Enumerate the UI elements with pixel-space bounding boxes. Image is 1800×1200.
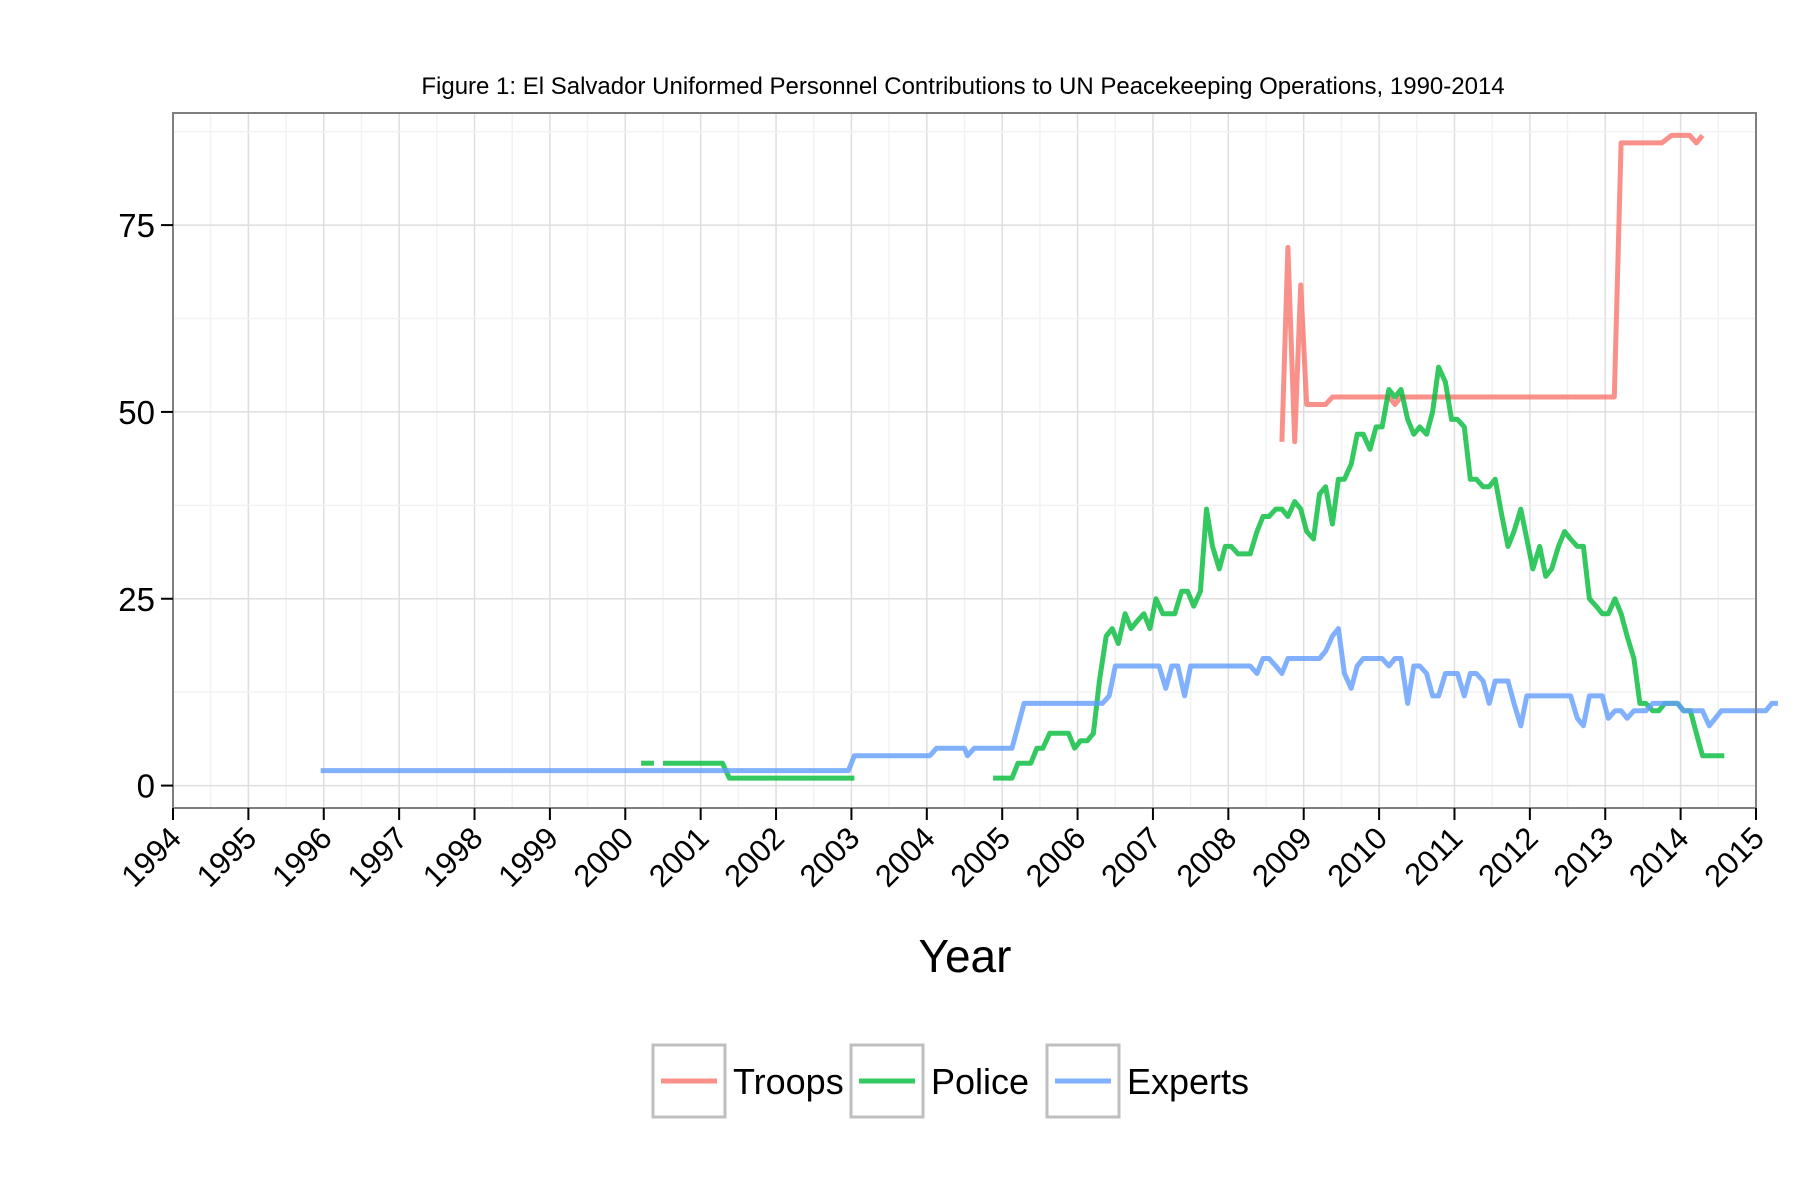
legend-item-police: Police	[849, 1043, 1029, 1119]
x-tick-label: 1996	[265, 820, 339, 894]
x-tick-label: 2007	[1094, 820, 1168, 894]
x-tick-label: 2003	[793, 820, 867, 894]
x-tick-label: 1999	[491, 820, 565, 894]
x-tick-label: 1995	[190, 820, 264, 894]
x-tick-label: 2006	[1019, 820, 1093, 894]
series-troops	[1279, 132, 1705, 445]
legend: Troops Police Experts	[651, 1043, 1249, 1119]
x-tick-label: 1997	[341, 820, 415, 894]
x-tick-label: 2013	[1547, 820, 1621, 894]
series-experts	[320, 626, 1778, 774]
series-line-experts	[320, 626, 1778, 774]
x-tick-label: 2011	[1398, 820, 1470, 892]
x-tick-label: 2014	[1622, 820, 1696, 894]
x-tick-label: 2008	[1170, 820, 1244, 894]
y-tick-label: 25	[118, 581, 155, 618]
legend-label: Experts	[1127, 1061, 1249, 1102]
plot-border	[172, 112, 1757, 809]
legend-item-troops: Troops	[651, 1043, 844, 1119]
legend-item-experts: Experts	[1045, 1043, 1249, 1119]
y-tick-label: 50	[118, 394, 155, 431]
x-tick-label: 2001	[642, 820, 716, 894]
y-tick-label: 75	[118, 207, 155, 244]
x-tick-label: 2012	[1471, 820, 1545, 894]
series-layer	[320, 132, 1778, 781]
x-tick-label: 2002	[717, 820, 791, 894]
x-tick-label: 2015	[1697, 820, 1771, 894]
x-tick-label: 2010	[1321, 820, 1395, 894]
x-axis: 1994 1995 1996 1997 1998 1999 2000 2001 2002 2003…	[114, 808, 1771, 894]
x-tick-label: 1998	[416, 820, 490, 894]
x-tick-label: 2000	[567, 820, 641, 894]
x-axis-title: Year	[919, 930, 1012, 982]
series-line-police	[993, 364, 1725, 781]
series-line-troops	[1279, 132, 1705, 445]
y-tick-label: 0	[137, 768, 155, 805]
plot-panel	[172, 112, 1778, 809]
y-axis: 0 25 50 75	[118, 207, 173, 805]
legend-label: Troops	[733, 1061, 844, 1102]
chart-title: Figure 1: El Salvador Uniformed Personne…	[421, 73, 1504, 100]
x-tick-label: 1994	[114, 820, 188, 894]
x-tick-label: 2005	[944, 820, 1018, 894]
x-tick-label: 2004	[868, 820, 942, 894]
legend-label: Police	[931, 1061, 1029, 1102]
x-tick-label: 2009	[1245, 820, 1319, 894]
